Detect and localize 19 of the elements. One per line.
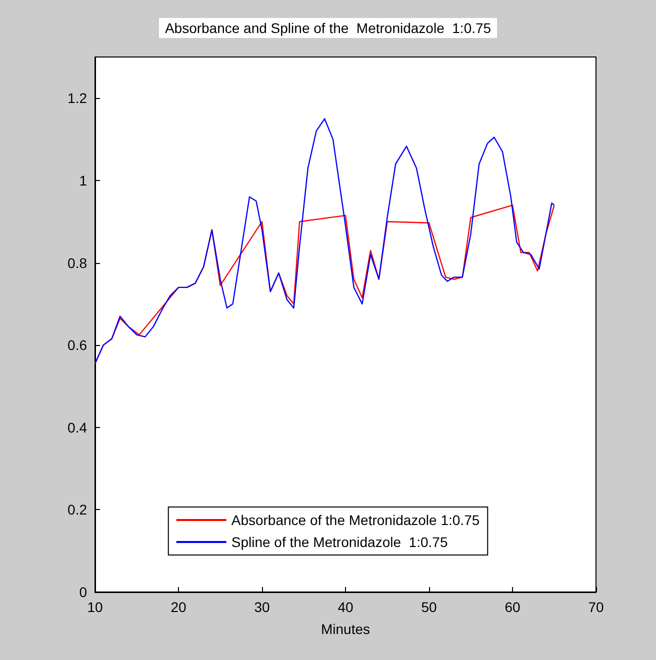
y-tick-label: 0.4 <box>68 419 88 436</box>
legend-label: Absorbance of the Metronidazole 1:0.75 <box>231 512 480 528</box>
y-tick-label: 0.8 <box>68 254 88 271</box>
x-tick-label: 40 <box>338 599 354 615</box>
y-tick-label: 1.2 <box>68 90 88 106</box>
y-tick-label: 0.6 <box>68 337 88 354</box>
x-tick-label: 20 <box>170 599 186 615</box>
x-tick-label: 70 <box>588 599 604 615</box>
line-series <box>94 118 555 364</box>
y-tick-label: 1 <box>79 172 88 188</box>
chart-title: Absorbance and Spline of the Metronidazole 1:0.75 <box>164 20 492 36</box>
x-tick-label: 30 <box>254 599 270 615</box>
y-tick-label: 0 <box>79 584 88 600</box>
x-axis-title: Minutes <box>320 621 370 637</box>
x-tick-label: 10 <box>87 599 103 615</box>
legend-label: Spline of the Metronidazole 1:0.75 <box>231 534 448 550</box>
x-tick-label: 60 <box>504 599 520 615</box>
x-tick-label: 50 <box>421 599 437 615</box>
y-tick-label: 0.2 <box>68 502 88 518</box>
